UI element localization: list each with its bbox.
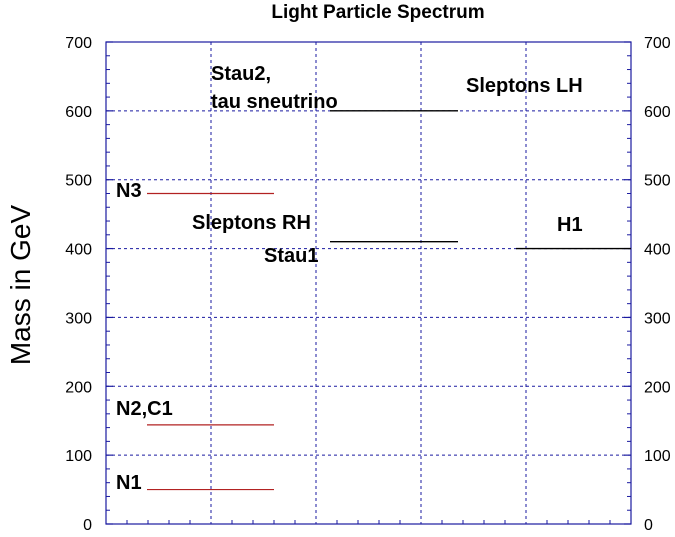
y-tick-label-left: 0: [83, 517, 92, 534]
label-h1: H1: [557, 214, 583, 236]
label-tau-sneutrino: tau sneutrino: [211, 91, 338, 113]
label-sleptons-lh: Sleptons LH: [466, 75, 583, 97]
label-n3: N3: [116, 180, 142, 202]
y-tick-label-right: 700: [644, 35, 671, 52]
label-stau1: Stau1: [264, 245, 318, 267]
y-tick-label-left: 700: [65, 35, 92, 52]
y-tick-label-right: 200: [644, 379, 671, 396]
axis-ticks: 0 0 100 100 200 200 300 300 400 400 500 500 600 600 70…: [65, 35, 671, 534]
grid-lines: [106, 42, 631, 524]
y-tick-label-left: 500: [65, 173, 92, 190]
level-labels: N1 N2,C1 N3 Sleptons RH Stau1 Stau2, tau…: [116, 63, 583, 494]
label-n2-c1: N2,C1: [116, 398, 173, 420]
y-tick-label-left: 200: [65, 379, 92, 396]
y-tick-label-left: 300: [65, 310, 92, 327]
y-tick-label-left: 400: [65, 242, 92, 259]
label-sleptons-rh: Sleptons RH: [192, 212, 311, 234]
mass-levels: [147, 110, 631, 491]
y-tick-label-right: 400: [644, 242, 671, 259]
y-tick-label-right: 300: [644, 310, 671, 327]
plot-frame: [105, 41, 632, 525]
y-tick-label-right: 500: [644, 173, 671, 190]
label-stau2: Stau2,: [211, 63, 271, 85]
y-tick-label-right: 0: [644, 517, 653, 534]
chart-title: Light Particle Spectrum: [271, 2, 484, 23]
y-tick-label-left: 600: [65, 104, 92, 121]
y-tick-label-right: 100: [644, 448, 671, 465]
y-tick-label-right: 600: [644, 104, 671, 121]
y-axis-label: Mass in GeV: [5, 205, 36, 366]
y-tick-label-left: 100: [65, 448, 92, 465]
label-n1: N1: [116, 472, 142, 494]
